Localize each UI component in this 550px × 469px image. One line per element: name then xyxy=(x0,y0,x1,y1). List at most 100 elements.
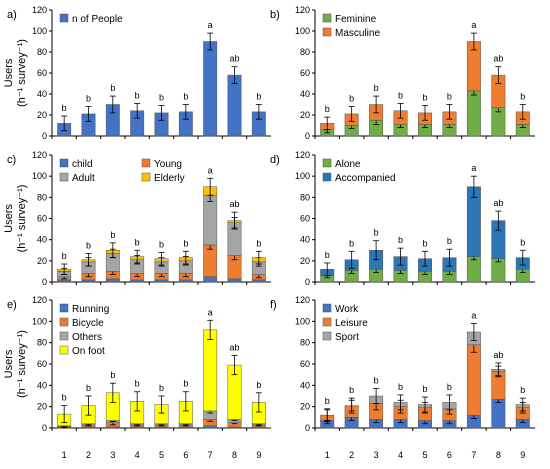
panel-label: e) xyxy=(7,299,17,311)
significance-letter: ab xyxy=(229,342,239,352)
legend-label: Adult xyxy=(72,173,95,184)
legend-swatch xyxy=(59,345,69,355)
legend-label: Bicycle xyxy=(72,318,104,329)
bar-child xyxy=(105,278,120,283)
y-tick-label: 40 xyxy=(300,380,310,390)
legend-swatch xyxy=(322,317,332,327)
x-tick-label: 1 xyxy=(62,450,67,460)
x-tick-label: 2 xyxy=(86,450,91,460)
significance-letter: b xyxy=(86,383,91,393)
y-tick-label: 120 xyxy=(32,5,47,15)
x-tick-label: 5 xyxy=(159,450,164,460)
significance-letter: b xyxy=(110,370,115,380)
significance-letter: b xyxy=(447,92,452,102)
significance-letter: b xyxy=(422,93,427,103)
significance-letter: ab xyxy=(493,198,503,208)
significance-letter: b xyxy=(398,235,403,245)
bar-feminine xyxy=(466,90,481,137)
legend-swatch xyxy=(322,13,332,23)
bar-n-of-people xyxy=(203,41,218,137)
significance-letter: a xyxy=(471,20,476,30)
y-tick-label: 100 xyxy=(295,171,310,181)
significance-letter: b xyxy=(520,92,525,102)
significance-letter: ab xyxy=(493,350,503,360)
y-axis-label: Users (h⁻¹ survey⁻¹) xyxy=(3,330,28,398)
significance-letter: b xyxy=(325,396,330,406)
significance-letter: b xyxy=(349,94,354,104)
y-tick-label: 20 xyxy=(37,110,47,120)
significance-letter: ab xyxy=(493,54,503,64)
x-tick-label: 4 xyxy=(135,450,140,460)
y-tick-label: 40 xyxy=(37,89,47,99)
x-tick-label: 6 xyxy=(447,450,452,460)
y-tick-label: 20 xyxy=(37,256,47,266)
significance-letter: b xyxy=(398,90,403,100)
y-tick-label: 100 xyxy=(295,316,310,326)
bar-young xyxy=(203,244,218,277)
legend-swatch xyxy=(141,172,151,182)
bar-running xyxy=(203,425,218,429)
bar-on-foot xyxy=(203,329,218,412)
legend-label: Others xyxy=(72,332,102,343)
significance-letter: a xyxy=(208,165,213,175)
bar-work xyxy=(491,398,506,429)
y-tick-label: 40 xyxy=(37,235,47,245)
bar-child xyxy=(130,279,145,283)
panel-a: 0 20 40 60 80 100 120 b b b b b b a ab b a) n of People Us… xyxy=(3,5,271,141)
x-tick-label: 5 xyxy=(422,450,427,460)
x-tick-label: 7 xyxy=(208,450,213,460)
significance-letter: b xyxy=(62,393,67,403)
y-tick-label: 60 xyxy=(37,214,47,224)
y-tick-label: 0 xyxy=(305,131,310,141)
y-tick-label: 60 xyxy=(300,68,310,78)
legend-label: Accompanied xyxy=(335,173,396,184)
y-tick-label: 20 xyxy=(300,402,310,412)
significance-letter: b xyxy=(183,92,188,102)
significance-letter: b xyxy=(349,385,354,395)
legend-swatch xyxy=(322,27,332,37)
significance-letter: b xyxy=(520,237,525,247)
y-tick-label: 80 xyxy=(300,192,310,202)
y-tick-label: 40 xyxy=(300,89,310,99)
significance-letter: ab xyxy=(229,54,239,64)
significance-letter: a xyxy=(208,307,213,317)
legend-label: Running xyxy=(72,304,109,315)
significance-letter: b xyxy=(159,239,164,249)
y-tick-label: 60 xyxy=(37,68,47,78)
significance-letter: b xyxy=(325,104,330,114)
x-tick-label: 2 xyxy=(349,450,354,460)
y-axis-label-line1: Users xyxy=(3,349,15,378)
legend-swatch xyxy=(59,158,69,168)
significance-letter: ab xyxy=(229,199,239,209)
y-axis-label: Users (h⁻¹ survey⁻¹) xyxy=(3,39,28,107)
x-tick-label: 3 xyxy=(374,450,379,460)
y-tick-label: 120 xyxy=(295,5,310,15)
y-tick-label: 60 xyxy=(37,359,47,369)
legend-swatch xyxy=(141,158,151,168)
significance-letter: b xyxy=(374,376,379,386)
y-tick-label: 80 xyxy=(37,47,47,57)
significance-letter: b xyxy=(398,382,403,392)
y-tick-label: 40 xyxy=(300,235,310,245)
bar-child xyxy=(251,279,266,283)
significance-letter: b xyxy=(422,238,427,248)
y-tick-label: 0 xyxy=(42,423,47,433)
legend-label: Work xyxy=(335,304,359,315)
legend-swatch xyxy=(322,303,332,313)
y-tick-label: 120 xyxy=(32,295,47,305)
y-axis-label-line2: (h⁻¹ survey⁻¹) xyxy=(16,39,28,107)
y-tick-label: 100 xyxy=(32,316,47,326)
panel-c: 0 20 40 60 80 100 120 b b b b b b a ab b c) child Young Adu… xyxy=(3,150,271,287)
y-axis-label-line2: (h⁻¹ survey⁻¹) xyxy=(16,330,28,398)
legend-label: Sport xyxy=(335,332,359,343)
legend-swatch xyxy=(322,158,332,168)
panel-f: 0 20 40 60 80 100 120 1 2 3 4 5 6 7 8 9 b b b b b b a ab b f) Work… xyxy=(270,295,535,460)
bar-child xyxy=(178,279,193,283)
legend-label: n of People xyxy=(72,14,123,25)
y-tick-label: 100 xyxy=(32,26,47,36)
legend-label: Leisure xyxy=(335,318,368,329)
significance-letter: b xyxy=(447,236,452,246)
significance-letter: b xyxy=(135,237,140,247)
significance-letter: b xyxy=(62,251,67,261)
